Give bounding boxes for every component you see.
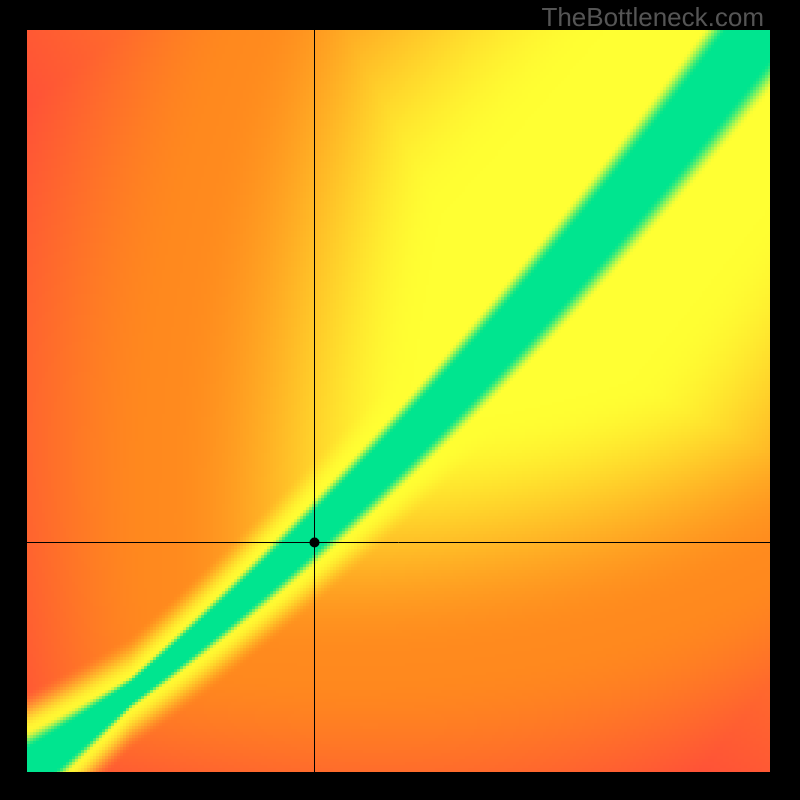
overlay-canvas xyxy=(27,30,770,772)
plot-area xyxy=(27,30,770,772)
watermark-text: TheBottleneck.com xyxy=(541,2,764,33)
